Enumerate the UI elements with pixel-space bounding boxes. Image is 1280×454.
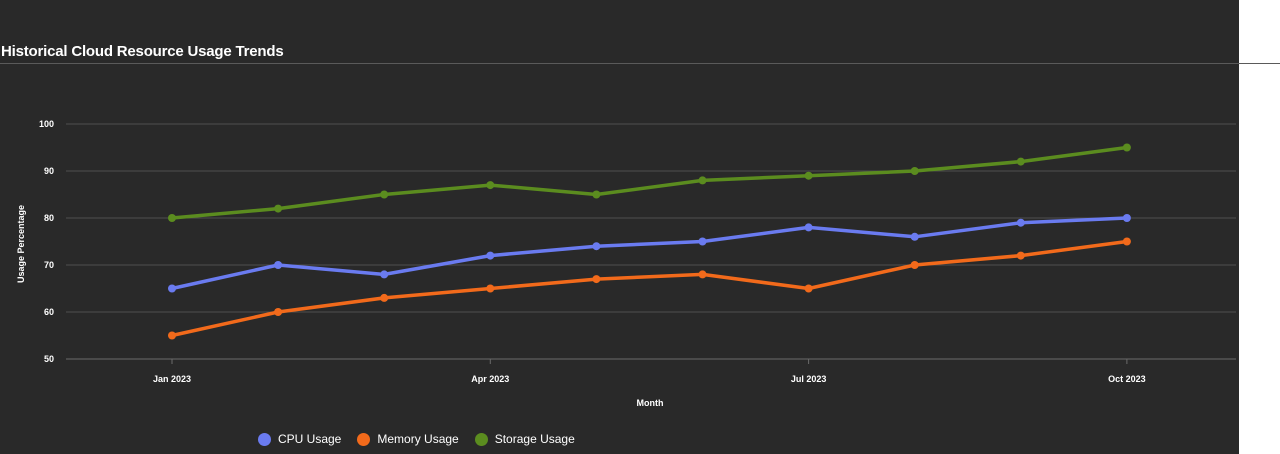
legend-label: Storage Usage	[494, 432, 575, 446]
legend-label: Memory Usage	[377, 432, 459, 446]
data-point-memory-usage[interactable]	[592, 275, 601, 284]
data-point-storage-usage[interactable]	[380, 190, 389, 199]
series-lines	[168, 143, 1131, 340]
data-point-memory-usage[interactable]	[486, 284, 495, 293]
series-storage-usage	[168, 143, 1131, 222]
y-tick-label: 60	[44, 307, 54, 317]
y-axis-title: Usage Percentage	[16, 205, 26, 283]
series-cpu-usage	[168, 214, 1131, 293]
y-axis-ticks: 50 60 70 80 90 100	[39, 119, 54, 364]
series-line-storage-usage	[171, 145, 1128, 220]
y-tick-label: 70	[44, 260, 54, 270]
data-point-cpu-usage[interactable]	[1016, 218, 1025, 227]
y-tick-label: 90	[44, 166, 54, 176]
data-point-storage-usage[interactable]	[1122, 143, 1131, 152]
legend-swatch	[474, 432, 488, 446]
legend-swatch	[258, 432, 271, 446]
data-point-memory-usage[interactable]	[804, 284, 813, 293]
data-point-storage-usage[interactable]	[168, 214, 176, 222]
data-point-cpu-usage[interactable]	[804, 223, 813, 232]
data-point-storage-usage[interactable]	[274, 204, 283, 213]
data-point-memory-usage[interactable]	[1016, 251, 1025, 260]
data-point-memory-usage[interactable]	[1122, 237, 1131, 246]
chart-panel	[0, 0, 1239, 454]
x-tick-label: Apr 2023	[471, 374, 509, 384]
chart-title: Historical Cloud Resource Usage Trends	[1, 43, 284, 60]
legend-swatch	[357, 432, 371, 446]
data-point-memory-usage[interactable]	[168, 331, 176, 340]
data-point-cpu-usage[interactable]	[486, 251, 495, 260]
legend-item-storage-usage[interactable]: Storage Usage	[474, 432, 575, 446]
y-tick-label: 80	[44, 213, 54, 223]
data-point-cpu-usage[interactable]	[168, 284, 176, 293]
series-line-cpu-usage	[171, 216, 1127, 291]
chart-legend: CPU Usage Memory Usage Storage Usage	[258, 430, 591, 448]
series-line-memory-usage	[171, 239, 1128, 338]
data-point-memory-usage[interactable]	[910, 261, 919, 269]
data-point-memory-usage[interactable]	[274, 308, 283, 316]
data-point-cpu-usage[interactable]	[1122, 214, 1131, 222]
y-tick-label: 50	[44, 354, 54, 364]
data-point-memory-usage[interactable]	[698, 270, 707, 279]
series-memory-usage	[168, 237, 1131, 340]
data-point-cpu-usage[interactable]	[698, 237, 707, 246]
data-point-storage-usage[interactable]	[1016, 157, 1025, 166]
data-point-cpu-usage[interactable]	[380, 270, 389, 279]
data-point-storage-usage[interactable]	[698, 176, 707, 185]
data-point-storage-usage[interactable]	[486, 181, 495, 190]
data-point-memory-usage[interactable]	[380, 293, 389, 302]
data-point-storage-usage[interactable]	[804, 171, 813, 180]
x-tick-label: Jan 2023	[153, 374, 191, 384]
data-point-storage-usage[interactable]	[592, 190, 601, 199]
legend-item-cpu-usage[interactable]: CPU Usage	[258, 432, 341, 446]
title-divider	[0, 63, 1280, 64]
x-axis-ticks: Jan 2023 Apr 2023 Jul 2023 Oct 2023	[153, 359, 1146, 384]
x-tick-label: Oct 2023	[1108, 374, 1146, 384]
x-axis-title: Month	[637, 398, 664, 408]
data-point-cpu-usage[interactable]	[910, 232, 919, 241]
legend-item-memory-usage[interactable]: Memory Usage	[357, 432, 459, 446]
gridlines	[66, 123, 1236, 360]
x-tick-label: Jul 2023	[791, 374, 827, 384]
legend-label: CPU Usage	[278, 432, 342, 446]
data-point-storage-usage[interactable]	[910, 167, 919, 175]
y-tick-label: 100	[39, 119, 54, 129]
data-point-cpu-usage[interactable]	[274, 261, 283, 269]
data-point-cpu-usage[interactable]	[592, 242, 601, 251]
